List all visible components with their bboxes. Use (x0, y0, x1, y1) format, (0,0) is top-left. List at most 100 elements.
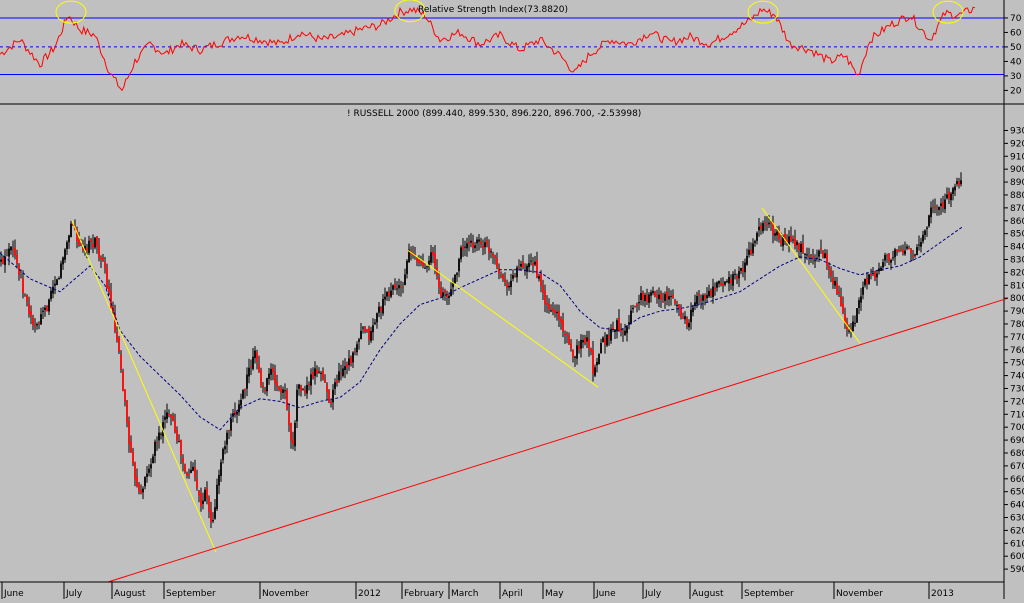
price-candle-body (184, 464, 186, 473)
price-candle-body (94, 237, 96, 248)
price-candle-body (478, 239, 480, 242)
price-candle-body (800, 243, 802, 253)
price-candle-body (690, 309, 692, 323)
price-candle-body (88, 240, 90, 254)
price-candle-body (546, 302, 548, 305)
price-candle-body (314, 368, 316, 377)
price-candle-body (80, 244, 82, 246)
price-candle-body (438, 276, 440, 288)
price-candle-body (712, 286, 714, 298)
price-candle-body (296, 389, 298, 422)
price-candle-body (456, 273, 458, 275)
price-candle-body (168, 414, 170, 416)
price-candle-body (918, 244, 920, 246)
price-candle-body (766, 224, 768, 226)
price-candle-body (794, 237, 796, 247)
price-candle-body (346, 364, 348, 368)
price-candle-body (932, 206, 934, 208)
price-candle-body (850, 328, 852, 330)
price-candle-body (606, 334, 608, 346)
x-axis-label: July (65, 589, 83, 599)
price-candle-body (750, 249, 752, 255)
x-axis-label: November (836, 589, 883, 599)
price-candle-body (474, 245, 476, 249)
price-candle-body (882, 262, 884, 268)
price-candle-body (154, 441, 156, 456)
price-candle-body (382, 298, 384, 314)
price-candle-body (668, 296, 670, 300)
price-candle-body (258, 363, 260, 372)
price-candle-body (156, 442, 158, 444)
price-candle-body (652, 291, 654, 294)
price-candle-body (942, 202, 944, 208)
price-title: ! RUSSELL 2000 (899.440, 899.530, 896.22… (347, 109, 641, 119)
price-candle-body (622, 332, 624, 334)
price-candle-body (838, 291, 840, 294)
price-candle-body (732, 274, 734, 286)
price-candle-body (896, 249, 898, 252)
price-candle-body (242, 390, 244, 399)
price-candle-body (100, 257, 102, 260)
price-candle-body (662, 301, 664, 303)
price-candle-body (406, 260, 408, 275)
price-candle-body (374, 322, 376, 324)
price-y-tick-label: 760 (1010, 346, 1024, 356)
price-candle-body (482, 245, 484, 249)
price-y-tick-label: 880 (1010, 191, 1024, 201)
price-candle-body (130, 441, 132, 453)
price-candle-body (250, 366, 252, 368)
price-candle-body (266, 378, 268, 392)
price-candle-body (550, 310, 552, 312)
price-candle-body (284, 390, 286, 392)
price-candle-body (608, 334, 610, 339)
price-candle-body (820, 248, 822, 250)
price-candle-body (924, 230, 926, 235)
price-candle-body (300, 385, 302, 392)
price-candle-body (946, 194, 948, 199)
price-candle-body (600, 342, 602, 354)
price-y-tick-label: 640 (1010, 501, 1024, 511)
price-candle-body (592, 349, 594, 374)
price-candle-body (910, 248, 912, 253)
price-y-tick-label: 680 (1010, 449, 1024, 459)
x-axis-label: September (166, 589, 216, 599)
price-candle-body (32, 317, 34, 326)
price-candle-body (678, 304, 680, 309)
price-candle-body (104, 261, 106, 269)
price-candle-body (948, 191, 950, 199)
price-candle-body (736, 275, 738, 279)
price-candle-body (106, 267, 108, 289)
price-candle-body (718, 280, 720, 284)
price-candle-body (354, 351, 356, 353)
price-candle-body (118, 337, 120, 353)
price-candle-body (694, 302, 696, 307)
price-candle-body (784, 233, 786, 241)
price-candle-body (344, 366, 346, 370)
price-candle-body (728, 276, 730, 284)
price-candle-body (158, 432, 160, 441)
price-candle-body (564, 333, 566, 336)
price-candle-body (510, 280, 512, 288)
price-candle-body (318, 371, 320, 373)
price-candle-body (636, 304, 638, 306)
price-candle-body (938, 207, 940, 210)
price-candle-body (960, 180, 962, 185)
price-candle-body (190, 469, 192, 473)
price-candle-body (488, 246, 490, 253)
price-candle-body (92, 243, 94, 247)
price-candle-body (562, 320, 564, 332)
price-candle-body (498, 267, 500, 274)
price-candle-body (238, 404, 240, 413)
price-candle-body (798, 243, 800, 250)
price-candle-body (198, 490, 200, 496)
x-axis-label: 2013 (931, 589, 954, 599)
price-candle-body (428, 260, 430, 267)
price-candle-body (276, 381, 278, 387)
price-candle-body (398, 285, 400, 289)
price-candle-body (50, 290, 52, 300)
price-candle-body (110, 291, 112, 309)
price-candle-body (958, 181, 960, 186)
price-candle-body (178, 441, 180, 443)
price-candle-body (906, 246, 908, 249)
price-candle-body (274, 371, 276, 384)
